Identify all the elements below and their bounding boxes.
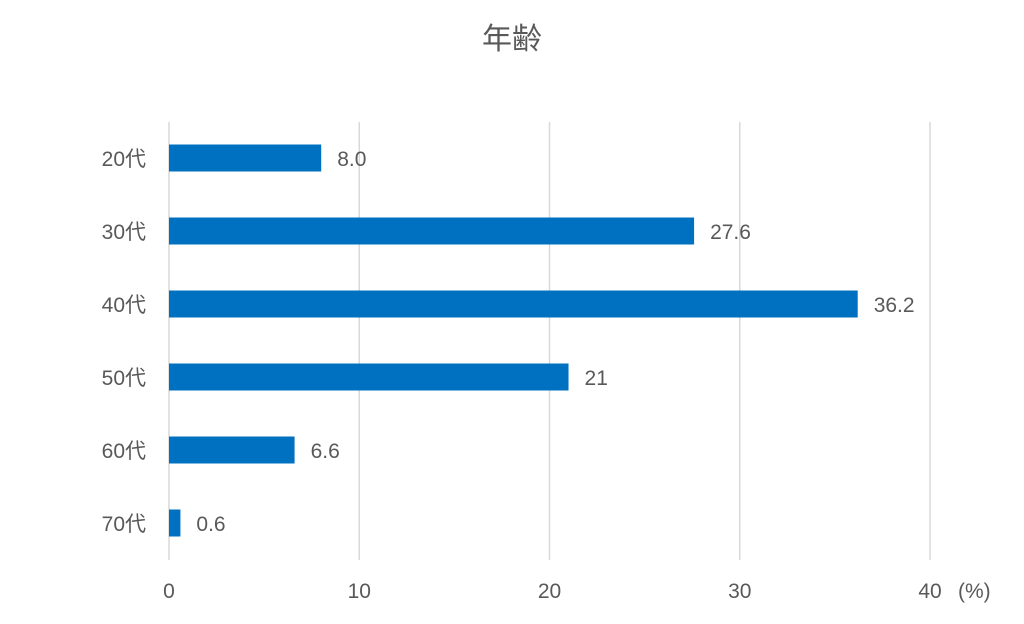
category-labels: 20代 30代 40代 50代 60代 70代 bbox=[102, 148, 146, 536]
x-axis-ticks: 0 10 20 30 40 bbox=[163, 580, 942, 603]
data-label: 8.0 bbox=[337, 148, 366, 171]
bar bbox=[169, 509, 181, 537]
category-label: 50代 bbox=[102, 367, 146, 390]
bar bbox=[169, 436, 295, 464]
bar bbox=[169, 290, 858, 318]
data-label: 6.6 bbox=[311, 440, 340, 463]
x-tick-label: 0 bbox=[163, 580, 175, 603]
bars bbox=[169, 144, 858, 537]
bar bbox=[169, 144, 322, 172]
data-label: 0.6 bbox=[196, 513, 225, 536]
bar bbox=[169, 217, 695, 245]
data-label: 21 bbox=[585, 367, 608, 390]
gridlines bbox=[168, 122, 931, 560]
category-label: 20代 bbox=[102, 148, 146, 171]
category-label: 30代 bbox=[102, 221, 146, 244]
bar bbox=[169, 363, 569, 391]
x-tick-label: 40 bbox=[918, 580, 941, 603]
category-label: 40代 bbox=[102, 294, 146, 317]
x-tick-label: 10 bbox=[348, 580, 371, 603]
chart-title: 年齢 bbox=[482, 23, 542, 56]
x-tick-label: 30 bbox=[728, 580, 751, 603]
data-labels: 8.0 27.6 36.2 21 6.6 0.6 bbox=[196, 148, 914, 536]
x-unit-label: (%) bbox=[958, 580, 991, 603]
data-label: 27.6 bbox=[710, 221, 751, 244]
data-label: 36.2 bbox=[874, 294, 915, 317]
category-label: 60代 bbox=[102, 440, 146, 463]
category-label: 70代 bbox=[102, 513, 146, 536]
x-tick-label: 20 bbox=[538, 580, 561, 603]
